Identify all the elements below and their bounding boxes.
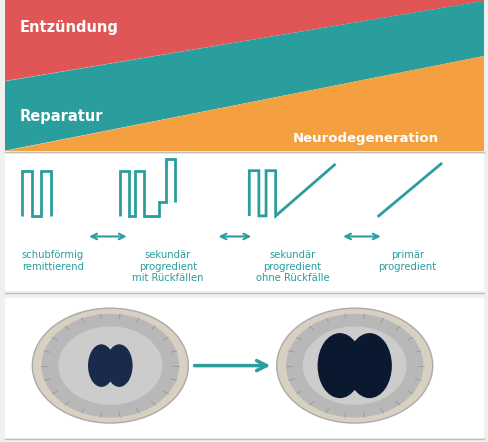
Ellipse shape [58, 326, 162, 405]
Ellipse shape [302, 326, 406, 405]
Text: schubförmig
remittierend: schubförmig remittierend [21, 250, 84, 272]
Polygon shape [5, 1, 483, 151]
Text: Entzündung: Entzündung [19, 20, 118, 35]
Ellipse shape [346, 333, 391, 398]
Ellipse shape [41, 314, 179, 417]
Polygon shape [5, 56, 483, 151]
Text: sekundär
progredient
ohne Rückfälle: sekundär progredient ohne Rückfälle [255, 250, 328, 283]
Ellipse shape [344, 358, 364, 374]
Text: Neurodegeneration: Neurodegeneration [292, 132, 438, 145]
Text: primär
progredient: primär progredient [378, 250, 436, 272]
Ellipse shape [317, 333, 362, 398]
Ellipse shape [105, 344, 132, 387]
Text: Reparatur: Reparatur [19, 108, 102, 123]
Ellipse shape [32, 308, 188, 423]
Polygon shape [5, 0, 483, 81]
Ellipse shape [88, 344, 115, 387]
Ellipse shape [105, 359, 116, 372]
Text: sekundär
progredient
mit Rückfällen: sekundär progredient mit Rückfällen [132, 250, 203, 283]
Ellipse shape [285, 314, 423, 417]
Ellipse shape [276, 308, 432, 423]
